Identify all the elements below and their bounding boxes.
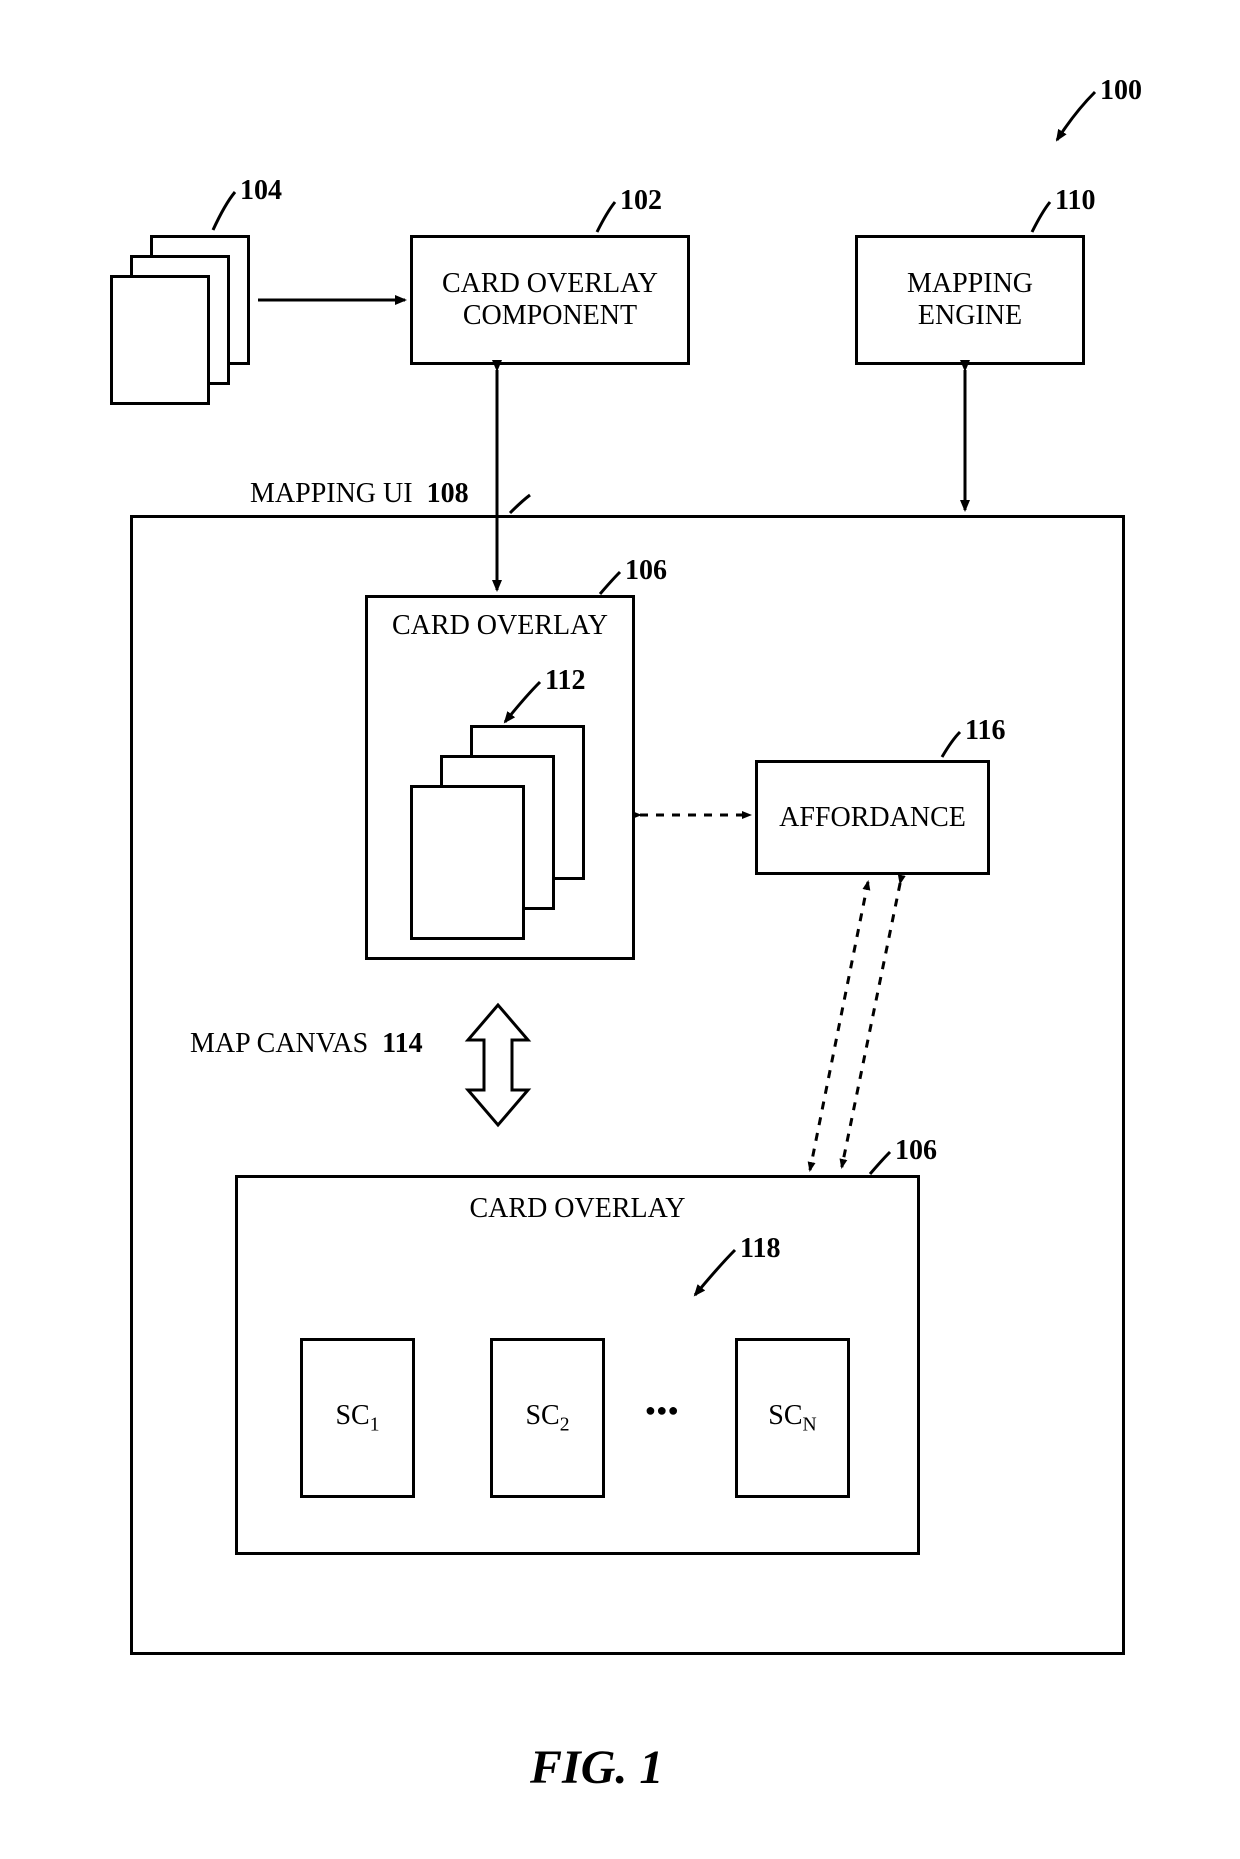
mapping-ui-text: MAPPING UI bbox=[250, 478, 413, 509]
label-mapping-ui: MAPPING UI 108 bbox=[250, 478, 469, 510]
box-card-overlay-top-text: CARD OVERLAY bbox=[392, 610, 608, 642]
ref-106b: 106 bbox=[895, 1135, 937, 1167]
box-card-overlay-component: CARD OVERLAY COMPONENT bbox=[410, 235, 690, 365]
box-card-overlay-bottom-text: CARD OVERLAY bbox=[470, 1193, 686, 1225]
ref-116: 116 bbox=[965, 715, 1005, 747]
ref-106a: 106 bbox=[625, 555, 667, 587]
box-sc1: SC1 bbox=[300, 1338, 415, 1498]
box-mapping-engine: MAPPING ENGINE bbox=[855, 235, 1085, 365]
map-canvas-text: MAP CANVAS bbox=[190, 1028, 368, 1059]
sc1-text: SC1 bbox=[335, 1400, 379, 1437]
box-mapping-engine-text: MAPPING ENGINE bbox=[858, 268, 1082, 332]
ref-104: 104 bbox=[240, 175, 282, 207]
sc-ellipsis: ● ● ● bbox=[645, 1400, 677, 1421]
ref-110: 110 bbox=[1055, 185, 1095, 217]
ref-112: 112 bbox=[545, 665, 585, 697]
sc2-text: SC2 bbox=[525, 1400, 569, 1437]
ref-108: 108 bbox=[427, 478, 469, 509]
figure-title: FIG. 1 bbox=[530, 1740, 663, 1795]
ref-100: 100 bbox=[1100, 75, 1142, 107]
box-affordance-text: AFFORDANCE bbox=[779, 802, 966, 834]
ref-118: 118 bbox=[740, 1233, 780, 1265]
box-sc2: SC2 bbox=[490, 1338, 605, 1498]
label-map-canvas: MAP CANVAS 114 bbox=[190, 1028, 423, 1060]
box-card-overlay-component-text: CARD OVERLAY COMPONENT bbox=[413, 268, 687, 332]
scn-text: SCN bbox=[768, 1400, 816, 1437]
box-scn: SCN bbox=[735, 1338, 850, 1498]
ref-102: 102 bbox=[620, 185, 662, 217]
ref-114: 114 bbox=[382, 1028, 422, 1059]
box-affordance: AFFORDANCE bbox=[755, 760, 990, 875]
